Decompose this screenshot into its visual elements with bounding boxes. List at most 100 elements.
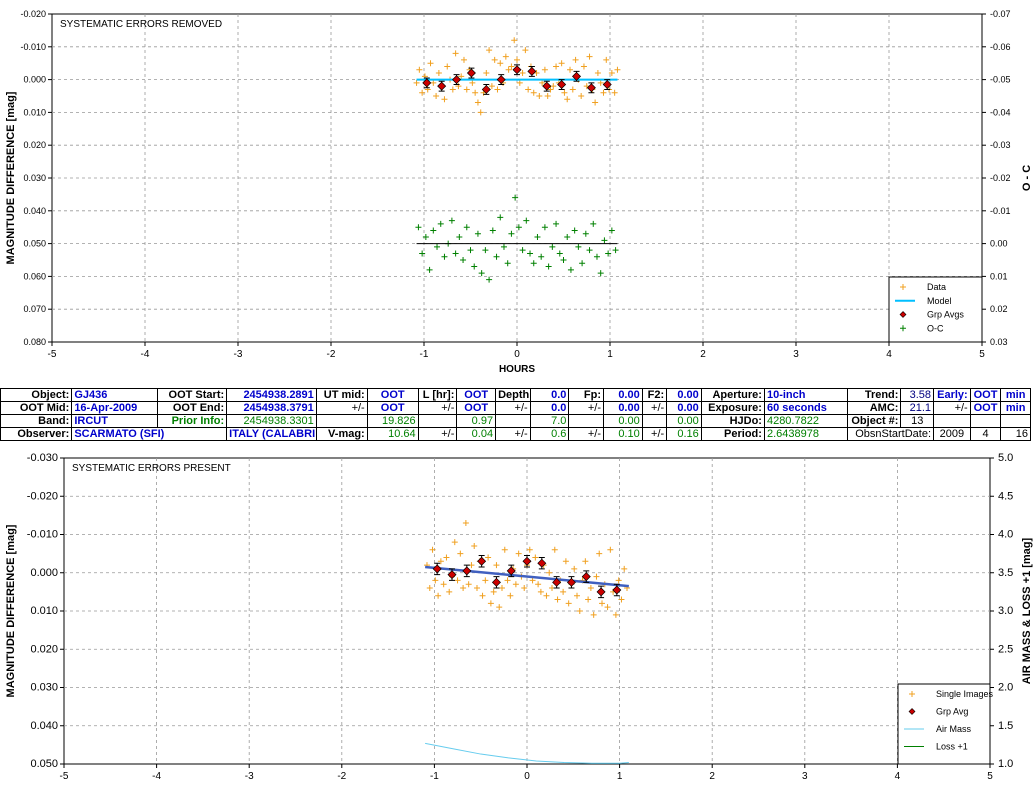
oc-point (567, 266, 574, 273)
data-point (535, 581, 542, 588)
data-point (488, 83, 495, 90)
vmag-fp-pm-label: +/- (568, 427, 605, 441)
data-point (539, 79, 546, 86)
y-tick-label: -0.030 (27, 452, 58, 464)
data-point (565, 600, 572, 607)
x-tick-label: -5 (48, 349, 57, 360)
data-point (460, 585, 467, 592)
y-right-tick-label: 5.0 (998, 452, 1013, 464)
y-right-tick-label: -0.06 (990, 42, 1011, 52)
f2-value: 0.00 (666, 388, 702, 402)
legend-label: Single Images (936, 689, 994, 699)
oc-point (586, 247, 593, 254)
data-point (550, 83, 557, 90)
grp-avg-point (586, 83, 596, 93)
data-point (603, 56, 610, 63)
grp-avg-point (552, 577, 562, 587)
data-point (582, 558, 589, 565)
oot-mid-label: OOT Mid: (0, 401, 73, 415)
oc-point (519, 247, 526, 254)
early-pm-unit: min (1000, 401, 1031, 415)
oc-point (430, 227, 437, 234)
y-axis-label: MAGNITUDE DIFFERENCE [mag] (5, 524, 17, 697)
depth-value: 0.0 (529, 388, 570, 402)
data-point (585, 596, 592, 603)
data-point (532, 554, 539, 561)
bottom-chart-svg: -5 -4 -3 -2 -1 0 1 2 3 4 5 -0.030 -0.020 -0.010 0.000 0… (5, 452, 1033, 782)
grp-avg-point (452, 75, 462, 85)
l-hr-pm-label: +/- (417, 401, 458, 415)
legend-swatch-grp-avg (908, 708, 916, 715)
y-tick-label: -0.010 (27, 529, 58, 541)
data-point (511, 37, 518, 44)
data-point (433, 93, 440, 99)
grp-avg-point (581, 572, 591, 582)
hjdo-value: 4280.7822 (763, 414, 849, 428)
data-point (587, 585, 594, 592)
legend-label: Grp Avg (936, 707, 968, 717)
vmag-label: V-mag: (315, 427, 368, 441)
oc-point (463, 224, 470, 231)
data-point (471, 542, 478, 549)
grp-avg-point (506, 566, 516, 576)
data-point (608, 70, 615, 77)
y-right-tick-label: -0.01 (990, 206, 1011, 216)
x-tick-label: 5 (979, 349, 985, 360)
oc-point (441, 253, 448, 260)
l-hr-pm-value: OOT (456, 401, 497, 415)
oc-point (512, 194, 519, 201)
hjdo-label: HJDo: (700, 414, 765, 428)
oc-point (523, 217, 530, 224)
y-right-tick-label: 0.00 (990, 239, 1008, 249)
data-point (501, 546, 508, 553)
object-label: Object: (0, 388, 73, 402)
trend-value: 3.58 (900, 388, 935, 402)
info-row-1: Object: GJ436 OOT Start: 2454938.2891 UT… (0, 388, 1031, 402)
y-right-tick-label: -0.04 (990, 107, 1011, 117)
x-tick-label: -3 (245, 771, 254, 782)
data-point (564, 96, 571, 103)
oc-point (527, 250, 534, 257)
band-value: IRCUT (71, 414, 158, 428)
ut-mid-pm-label: +/- (315, 401, 368, 415)
vmag-l-hr-pm: 0.04 (456, 427, 497, 441)
oc-point (478, 270, 485, 277)
info-row-2: OOT Mid: 16-Apr-2009 OOT End: 2454938.37… (0, 401, 1031, 415)
grp-avg-point (447, 570, 457, 580)
object-num-value: 13 (900, 414, 935, 428)
oc-point (471, 263, 478, 270)
prior-info-value: 2454938.3301 (226, 414, 317, 428)
data-point (604, 604, 611, 611)
data-point (446, 588, 453, 595)
oc-point (530, 260, 537, 267)
y-right-tick-label: 2.0 (998, 682, 1013, 694)
x-axis-label: HOURS (499, 364, 535, 375)
data-point (497, 60, 504, 67)
data-point (554, 596, 561, 603)
grp-avg-point (537, 558, 547, 568)
oc-point (474, 230, 481, 237)
info-table: Object: GJ436 OOT Start: 2454938.2891 UT… (0, 388, 1036, 441)
data-point (543, 592, 550, 599)
grp-avg-point (522, 556, 532, 566)
data-point (451, 539, 458, 546)
data-point (525, 86, 532, 93)
data-point (443, 554, 450, 561)
y-right-tick-label: 4.5 (998, 490, 1013, 502)
legend-box (897, 683, 991, 765)
x-tick-label: 5 (987, 771, 993, 782)
data-point (569, 86, 576, 93)
legend-label: Model (927, 296, 952, 306)
top-chart: -5 -4 -3 -2 -1 0 1 2 3 4 5 -0.020 -0.010 0.000 0.010 0.… (0, 0, 1036, 385)
fp-pm-value: 0.00 (603, 401, 643, 415)
band-label: Band: (0, 414, 73, 428)
data-point (454, 577, 461, 584)
y-tick-label: 0.060 (23, 271, 46, 281)
ut-mid-pm-value: OOT (366, 401, 419, 415)
early-label: Early: (933, 388, 971, 402)
data-point (541, 66, 548, 73)
data-point (435, 70, 442, 77)
x-tick-label: 1 (607, 349, 613, 360)
oc-point (452, 250, 459, 257)
data-point (526, 546, 533, 553)
